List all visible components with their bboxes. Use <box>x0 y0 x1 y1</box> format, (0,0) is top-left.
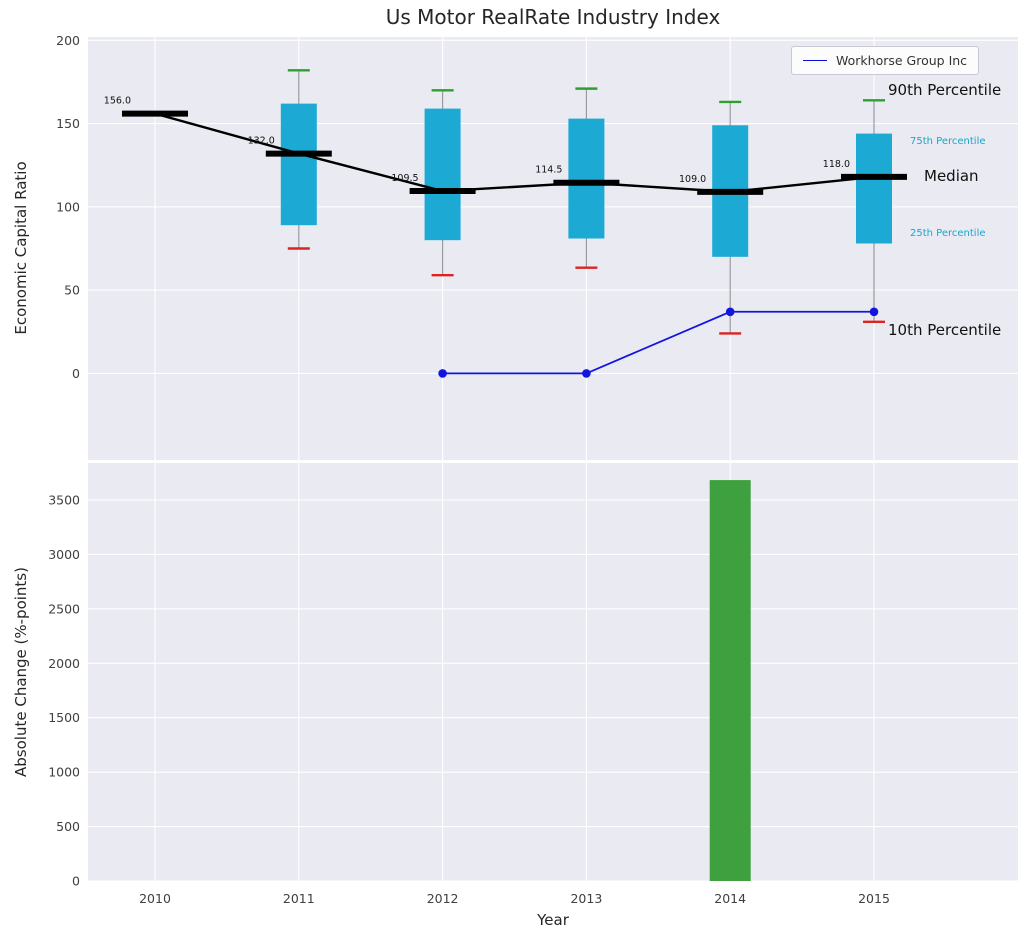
x-tick-label: 2014 <box>714 891 746 906</box>
y-tick-label: 200 <box>56 33 80 48</box>
y-tick-label: 2000 <box>48 656 80 671</box>
median-value-label: 156.0 <box>104 96 131 107</box>
change-bar <box>709 480 751 881</box>
y-tick-label: 0 <box>72 874 80 889</box>
y-tick-label: 100 <box>56 199 80 214</box>
y-tick-label: 150 <box>56 116 80 131</box>
percentile-box <box>856 133 892 244</box>
percentile-box <box>280 103 317 226</box>
y-axis-label-bottom: Absolute Change (%-points) <box>12 567 30 777</box>
workhorse-marker <box>869 307 879 317</box>
y-tick-label: 1500 <box>48 710 80 725</box>
x-axis-label: Year <box>537 911 569 929</box>
legend: Workhorse Group Inc <box>791 46 980 75</box>
y-tick-label: 0 <box>72 366 80 381</box>
chart-title: Us Motor RealRate Industry Index <box>385 5 721 29</box>
median-value-label: 132.0 <box>248 136 275 147</box>
annotation-25th-percentile: 25th Percentile <box>910 228 986 239</box>
percentile-box <box>424 108 461 241</box>
workhorse-marker <box>582 369 591 378</box>
legend-label: Workhorse Group Inc <box>836 53 968 68</box>
y-tick-label: 3500 <box>48 493 80 508</box>
x-tick-label: 2011 <box>283 891 315 906</box>
percentile-box <box>568 118 605 239</box>
y-tick-label: 500 <box>56 819 80 834</box>
legend-line-sample-icon <box>803 60 827 61</box>
y-tick-label: 2500 <box>48 601 80 616</box>
x-tick-label: 2015 <box>858 891 890 906</box>
y-axis-label-top: Economic Capital Ratio <box>12 161 30 335</box>
x-tick-label: 2013 <box>570 891 602 906</box>
workhorse-marker <box>725 307 735 317</box>
annotation-90th-percentile: 90th Percentile <box>888 81 1002 99</box>
plot-background <box>88 37 1018 460</box>
workhorse-line <box>442 310 874 375</box>
plot-background <box>88 463 1018 881</box>
median-value-label: 109.0 <box>679 174 706 185</box>
y-tick-label: 3000 <box>48 547 80 562</box>
median-value-label: 109.5 <box>391 173 418 184</box>
annotation-75th-percentile: 75th Percentile <box>910 136 986 147</box>
median-value-label: 118.0 <box>823 159 850 170</box>
workhorse-marker <box>438 369 447 378</box>
annotation-10th-percentile: 10th Percentile <box>888 321 1002 339</box>
median-value-label: 114.5 <box>535 165 562 176</box>
x-tick-label: 2010 <box>139 891 171 906</box>
annotation-median: Median <box>924 167 979 185</box>
y-tick-label: 1000 <box>48 765 80 780</box>
y-tick-label: 50 <box>64 283 80 298</box>
x-tick-label: 2012 <box>427 891 459 906</box>
